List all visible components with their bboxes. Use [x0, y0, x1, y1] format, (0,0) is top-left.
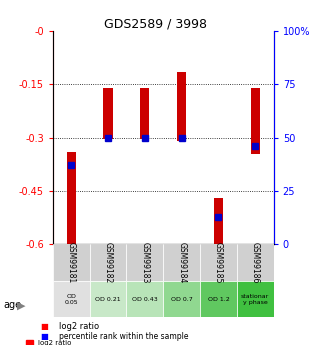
FancyBboxPatch shape [53, 281, 90, 317]
Text: ■: ■ [40, 322, 48, 331]
Text: OD 0.21: OD 0.21 [95, 297, 121, 302]
FancyBboxPatch shape [200, 244, 237, 281]
Text: OD 1.2: OD 1.2 [208, 297, 229, 302]
Text: ▶: ▶ [17, 300, 26, 310]
Bar [140, 88, 150, 139]
Bar [214, 198, 223, 244]
Text: GDS2589 / 3998: GDS2589 / 3998 [104, 17, 207, 30]
Text: stationar
y phase: stationar y phase [241, 294, 269, 305]
FancyBboxPatch shape [90, 281, 127, 317]
Text: GSM99184: GSM99184 [177, 242, 186, 283]
FancyBboxPatch shape [163, 281, 200, 317]
Bar [67, 152, 76, 244]
Bar [251, 88, 260, 154]
Bar [177, 72, 186, 141]
FancyBboxPatch shape [200, 281, 237, 317]
Text: GSM99182: GSM99182 [104, 242, 113, 283]
Legend: log2 ratio, percentile rank within the sample: log2 ratio, percentile rank within the s… [23, 337, 159, 345]
Bar [104, 88, 113, 139]
FancyBboxPatch shape [127, 281, 163, 317]
Text: log2 ratio: log2 ratio [59, 322, 99, 331]
Text: OD
0.05: OD 0.05 [64, 294, 78, 305]
Text: GSM99183: GSM99183 [140, 242, 149, 283]
FancyBboxPatch shape [127, 244, 163, 281]
Text: OD 0.7: OD 0.7 [171, 297, 193, 302]
FancyBboxPatch shape [237, 244, 274, 281]
FancyBboxPatch shape [53, 244, 90, 281]
FancyBboxPatch shape [237, 281, 274, 317]
Text: percentile rank within the sample: percentile rank within the sample [59, 332, 188, 341]
FancyBboxPatch shape [90, 244, 127, 281]
Text: OD 0.43: OD 0.43 [132, 297, 158, 302]
Text: GSM99186: GSM99186 [251, 242, 260, 283]
Text: ■: ■ [40, 332, 48, 341]
Text: GSM99181: GSM99181 [67, 242, 76, 283]
FancyBboxPatch shape [163, 244, 200, 281]
Text: GSM99185: GSM99185 [214, 242, 223, 283]
Text: age: age [3, 300, 21, 310]
